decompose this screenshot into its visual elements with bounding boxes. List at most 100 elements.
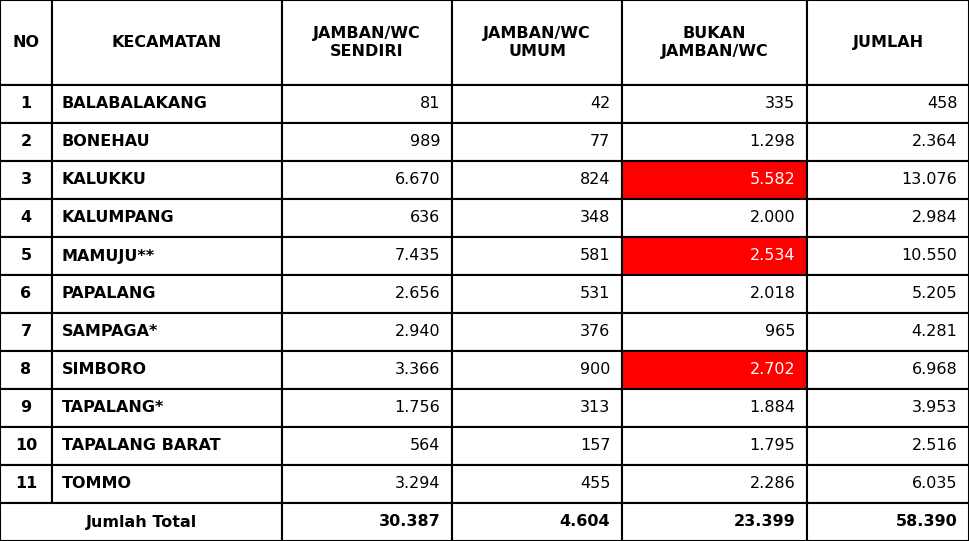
Bar xyxy=(0,85,52,123)
Bar xyxy=(282,351,452,389)
Bar xyxy=(52,0,282,85)
Bar xyxy=(0,237,52,275)
Text: 6.035: 6.035 xyxy=(912,477,957,492)
Bar xyxy=(622,427,807,465)
Bar xyxy=(282,389,452,427)
Bar xyxy=(452,503,622,541)
Text: Jumlah Total: Jumlah Total xyxy=(85,514,197,530)
Bar xyxy=(807,465,969,503)
Text: 5: 5 xyxy=(20,248,32,263)
Text: KALUMPANG: KALUMPANG xyxy=(62,210,174,226)
Text: 42: 42 xyxy=(590,96,610,111)
Text: BUKAN
JAMBAN/WC: BUKAN JAMBAN/WC xyxy=(661,27,768,59)
Bar xyxy=(807,351,969,389)
Bar xyxy=(52,313,282,351)
Text: 5.205: 5.205 xyxy=(912,287,957,301)
Text: 9: 9 xyxy=(20,400,32,415)
Text: 900: 900 xyxy=(580,362,610,378)
Text: 23.399: 23.399 xyxy=(734,514,796,530)
Bar xyxy=(282,0,452,85)
Bar xyxy=(282,503,452,541)
Bar xyxy=(52,275,282,313)
Text: 2: 2 xyxy=(20,135,32,149)
Text: 5.582: 5.582 xyxy=(750,173,796,188)
Text: 2.984: 2.984 xyxy=(912,210,957,226)
Text: 564: 564 xyxy=(410,439,440,453)
Bar xyxy=(52,199,282,237)
Text: 157: 157 xyxy=(579,439,610,453)
Bar xyxy=(807,85,969,123)
Text: PAPALANG: PAPALANG xyxy=(62,287,156,301)
Text: 989: 989 xyxy=(410,135,440,149)
Text: 6.670: 6.670 xyxy=(394,173,440,188)
Bar xyxy=(807,389,969,427)
Text: 4.281: 4.281 xyxy=(912,325,957,340)
Text: BALABALAKANG: BALABALAKANG xyxy=(62,96,207,111)
Text: 2.516: 2.516 xyxy=(912,439,957,453)
Text: 10.550: 10.550 xyxy=(901,248,957,263)
Bar xyxy=(622,389,807,427)
Text: 11: 11 xyxy=(15,477,37,492)
Text: 4: 4 xyxy=(20,210,32,226)
Bar xyxy=(0,503,282,541)
Bar xyxy=(52,351,282,389)
Bar xyxy=(807,0,969,85)
Bar xyxy=(622,123,807,161)
Text: 1: 1 xyxy=(20,96,32,111)
Bar xyxy=(807,161,969,199)
Bar xyxy=(0,275,52,313)
Bar xyxy=(452,427,622,465)
Text: 313: 313 xyxy=(580,400,610,415)
Text: NO: NO xyxy=(13,35,40,50)
Text: 3.294: 3.294 xyxy=(395,477,440,492)
Bar xyxy=(452,275,622,313)
Text: SAMPAGA*: SAMPAGA* xyxy=(62,325,158,340)
Bar xyxy=(282,161,452,199)
Text: 4.604: 4.604 xyxy=(560,514,610,530)
Bar xyxy=(452,389,622,427)
Bar xyxy=(452,237,622,275)
Text: 10: 10 xyxy=(15,439,37,453)
Text: 965: 965 xyxy=(765,325,796,340)
Bar xyxy=(452,199,622,237)
Bar xyxy=(807,237,969,275)
Text: JAMBAN/WC
SENDIRI: JAMBAN/WC SENDIRI xyxy=(313,27,421,59)
Bar xyxy=(622,237,807,275)
Bar xyxy=(452,161,622,199)
Bar xyxy=(452,85,622,123)
Text: SIMBORO: SIMBORO xyxy=(62,362,146,378)
Bar xyxy=(52,85,282,123)
Bar xyxy=(52,161,282,199)
Text: 1.298: 1.298 xyxy=(749,135,796,149)
Bar xyxy=(282,313,452,351)
Text: 6.968: 6.968 xyxy=(912,362,957,378)
Text: 30.387: 30.387 xyxy=(379,514,440,530)
Text: 581: 581 xyxy=(579,248,610,263)
Text: 7.435: 7.435 xyxy=(395,248,440,263)
Text: 3: 3 xyxy=(20,173,32,188)
Text: 2.286: 2.286 xyxy=(750,477,796,492)
Bar xyxy=(452,0,622,85)
Bar xyxy=(52,237,282,275)
Text: 455: 455 xyxy=(580,477,610,492)
Bar xyxy=(282,123,452,161)
Bar xyxy=(807,503,969,541)
Text: 531: 531 xyxy=(580,287,610,301)
Bar xyxy=(807,275,969,313)
Bar xyxy=(0,161,52,199)
Text: BONEHAU: BONEHAU xyxy=(62,135,150,149)
Bar xyxy=(282,237,452,275)
Text: 2.534: 2.534 xyxy=(750,248,796,263)
Text: 1.795: 1.795 xyxy=(750,439,796,453)
Bar xyxy=(0,465,52,503)
Bar xyxy=(282,85,452,123)
Text: TAPALANG*: TAPALANG* xyxy=(62,400,164,415)
Bar xyxy=(622,275,807,313)
Text: 3.953: 3.953 xyxy=(912,400,957,415)
Text: 2.018: 2.018 xyxy=(749,287,796,301)
Bar xyxy=(282,275,452,313)
Bar xyxy=(622,161,807,199)
Text: MAMUJU**: MAMUJU** xyxy=(62,248,155,263)
Bar xyxy=(282,199,452,237)
Bar xyxy=(52,389,282,427)
